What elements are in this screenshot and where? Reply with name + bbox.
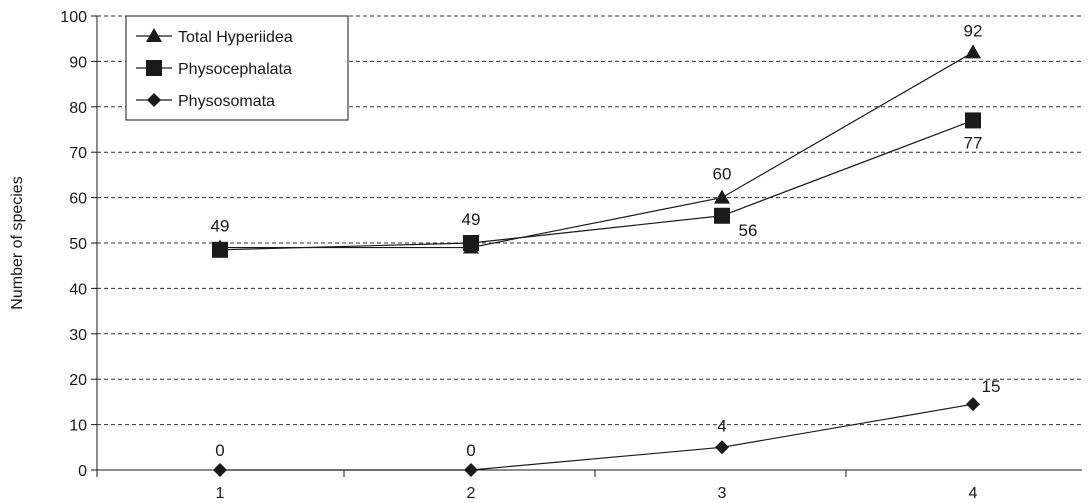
x-tick-label: 3 [718, 485, 727, 502]
y-tick-label: 100 [60, 9, 87, 26]
x-tick-label: 4 [969, 485, 978, 502]
triangle-marker [965, 44, 981, 59]
diamond-marker [464, 463, 478, 477]
y-tick-label: 10 [69, 418, 87, 435]
square-marker [714, 207, 730, 224]
legend-label: Physocephalata [178, 61, 292, 78]
y-tick-label: 80 [69, 100, 87, 117]
data-labels: 49 60 92 49 56 77 0 0 4 15 [211, 21, 1001, 460]
gridlines [97, 15, 1082, 426]
legend: Total Hyperiidea Physocephalata Physosomat… [125, 15, 349, 121]
legend-square-icon [146, 60, 162, 76]
axes [91, 15, 1082, 477]
data-label: 15 [982, 377, 1001, 396]
data-label: 92 [964, 21, 983, 40]
y-tick-label: 60 [69, 191, 87, 208]
y-tick-label: 70 [69, 145, 87, 162]
x-tick-label: 2 [467, 485, 476, 502]
legend-diamond-icon [147, 93, 161, 107]
y-tick-label: 50 [69, 236, 87, 253]
data-label: 4 [717, 416, 726, 435]
series-line-square [219, 119, 974, 251]
series-markers [212, 44, 981, 477]
y-tick-label: 0 [78, 463, 87, 480]
y-tick-label: 20 [69, 372, 87, 389]
data-label: 0 [466, 441, 475, 460]
data-label: 77 [964, 133, 983, 152]
data-label: 60 [713, 165, 732, 184]
data-label: 56 [739, 221, 758, 240]
y-tick-label: 90 [69, 54, 87, 71]
legend-triangle-icon [146, 28, 162, 42]
data-label: 49 [462, 210, 481, 229]
square-marker [463, 235, 479, 251]
y-tick-label: 40 [69, 281, 87, 298]
square-marker [212, 241, 228, 258]
diamond-marker [213, 463, 227, 477]
diamond-marker [715, 440, 729, 455]
y-tick-label: 30 [69, 327, 87, 344]
y-axis-label: Number of species [9, 176, 26, 309]
square-marker [965, 112, 981, 129]
diamond-marker [966, 397, 980, 412]
legend-label: Physosomata [178, 93, 275, 110]
legend-label: Total Hyperiidea [178, 29, 293, 46]
data-label: 0 [215, 441, 224, 460]
series-lines [219, 51, 974, 471]
data-label: 49 [211, 217, 230, 236]
triangle-marker [714, 189, 730, 204]
series-line-diamond [220, 403, 974, 471]
x-tick-label: 1 [216, 485, 225, 502]
series-line-triangle [220, 51, 974, 249]
